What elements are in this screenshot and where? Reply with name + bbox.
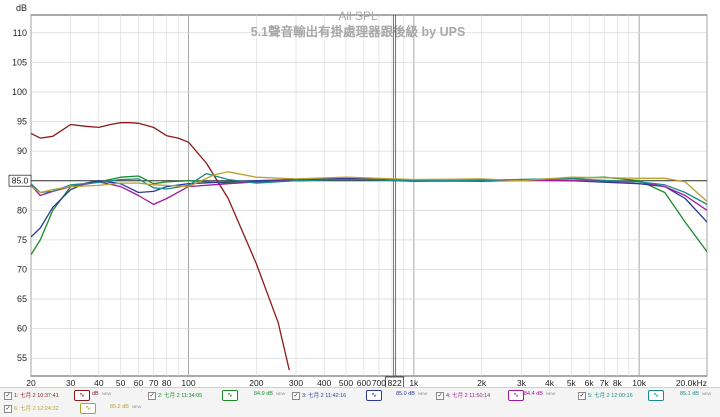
x-tick-label: 20 <box>26 378 36 388</box>
x-tick-label: 6k <box>585 378 595 388</box>
x-tick-label: 1k <box>409 378 419 388</box>
spl-chart: 556065707580859095100105110dB20304050607… <box>8 3 708 389</box>
y-tick-label: 90 <box>17 146 27 156</box>
y-tick-label: 70 <box>17 264 27 274</box>
y-tick-label: 55 <box>17 353 27 363</box>
legend-sub: NEW <box>702 391 712 396</box>
legend-label: 5: 七月 2 12:00:16 <box>588 393 633 399</box>
x-tick-label: 20.0kHz <box>676 378 707 388</box>
y-tick-label: 100 <box>12 87 27 97</box>
legend-sub: NEW <box>102 391 112 396</box>
reference-level-label: 85.0 <box>12 176 29 186</box>
legend-line-swatch[interactable]: ∿ <box>74 390 90 401</box>
x-tick-label: 700 <box>372 378 386 388</box>
legend-sub: NEW <box>546 391 556 396</box>
legend-item-2[interactable]: ✓ 2: 七月 2 11:34:05 ∿ 84.9 dB NEW <box>148 390 288 403</box>
legend-label: 1: 七月 2 10:37:41 <box>14 393 59 399</box>
legend-label: 4: 七月 2 11:50:14 <box>446 393 491 399</box>
legend-label: 3: 七月 2 11:42:16 <box>302 393 347 399</box>
x-tick-label: 600 <box>357 378 371 388</box>
x-tick-label: 80 <box>162 378 172 388</box>
legend-checkbox[interactable]: ✓ <box>4 405 12 413</box>
legend-line-swatch[interactable]: ∿ <box>508 390 524 401</box>
legend-sub: NEW <box>418 391 428 396</box>
legend-sub: NEW <box>132 404 142 409</box>
legend-value: dB <box>92 391 99 397</box>
x-tick-label: 200 <box>249 378 263 388</box>
x-tick-label: 4k <box>545 378 555 388</box>
legend-line-swatch[interactable]: ∿ <box>648 390 664 401</box>
y-tick-label: 80 <box>17 205 27 215</box>
x-tick-label: 70 <box>149 378 159 388</box>
x-tick-label: 50 <box>116 378 126 388</box>
legend-bar: ✓ 1: 七月 2 10:37:41 ∿ dB NEW ✓ 2: 七月 2 11:34:05… <box>0 387 720 417</box>
legend-line-swatch[interactable]: ∿ <box>366 390 382 401</box>
series-line-1 <box>31 122 290 371</box>
legend-value: 84.4 dB <box>524 391 543 397</box>
x-tick-label: 100 <box>181 378 195 388</box>
legend-item-6[interactable]: ✓ 6: 七月 2 12:24:32 ∿ 85.2 dB NEW <box>4 403 144 416</box>
chart-title: All SPL <box>338 9 378 23</box>
legend-value: 84.9 dB <box>254 391 273 397</box>
y-axis-label: dB <box>16 3 27 13</box>
y-tick-label: 75 <box>17 235 27 245</box>
y-tick-label: 95 <box>17 117 27 127</box>
legend-value: 85.0 dB <box>396 391 415 397</box>
y-tick-label: 110 <box>13 28 27 38</box>
legend-item-5[interactable]: ✓ 5: 七月 2 12:00:16 ∿ 85.1 dB NEW <box>578 390 718 403</box>
x-tick-label: 30 <box>66 378 76 388</box>
legend-item-1[interactable]: ✓ 1: 七月 2 10:37:41 ∿ dB NEW <box>4 390 144 403</box>
legend-line-swatch[interactable]: ∿ <box>80 403 96 414</box>
legend-value: 85.2 dB <box>110 404 129 410</box>
x-tick-label: 8k <box>613 378 623 388</box>
cursor-label: 822 <box>388 378 402 388</box>
x-tick-label: 500 <box>339 378 353 388</box>
x-tick-label: 10k <box>632 378 646 388</box>
legend-item-4[interactable]: ✓ 4: 七月 2 11:50:14 ∿ 84.4 dB NEW <box>436 390 576 403</box>
chart-subtitle: 5.1聲音輸出有掛處理器跟後級 by UPS <box>251 24 466 39</box>
y-tick-label: 105 <box>12 57 27 67</box>
series-line-5 <box>31 172 707 205</box>
x-tick-label: 3k <box>517 378 527 388</box>
legend-value: 85.1 dB <box>680 391 699 397</box>
x-tick-label: 400 <box>317 378 331 388</box>
legend-checkbox[interactable]: ✓ <box>292 392 300 400</box>
legend-checkbox[interactable]: ✓ <box>578 392 586 400</box>
legend-checkbox[interactable]: ✓ <box>148 392 156 400</box>
x-tick-label: 2k <box>477 378 487 388</box>
legend-label: 2: 七月 2 11:34:05 <box>158 393 203 399</box>
y-tick-label: 60 <box>17 324 27 334</box>
legend-checkbox[interactable]: ✓ <box>4 392 12 400</box>
legend-item-3[interactable]: ✓ 3: 七月 2 11:42:16 ∿ 85.0 dB NEW <box>292 390 432 403</box>
plot-area <box>30 14 708 377</box>
series-line-6 <box>31 171 707 202</box>
x-tick-label: 5k <box>567 378 577 388</box>
x-tick-label: 7k <box>600 378 610 388</box>
x-tick-label: 60 <box>134 378 144 388</box>
x-tick-label: 300 <box>289 378 303 388</box>
legend-line-swatch[interactable]: ∿ <box>222 390 238 401</box>
legend-sub: NEW <box>276 391 286 396</box>
y-tick-label: 65 <box>17 294 27 304</box>
legend-label: 6: 七月 2 12:24:32 <box>14 406 59 412</box>
reference-level-box <box>8 174 32 187</box>
legend-checkbox[interactable]: ✓ <box>436 392 444 400</box>
x-tick-label: 40 <box>94 378 104 388</box>
